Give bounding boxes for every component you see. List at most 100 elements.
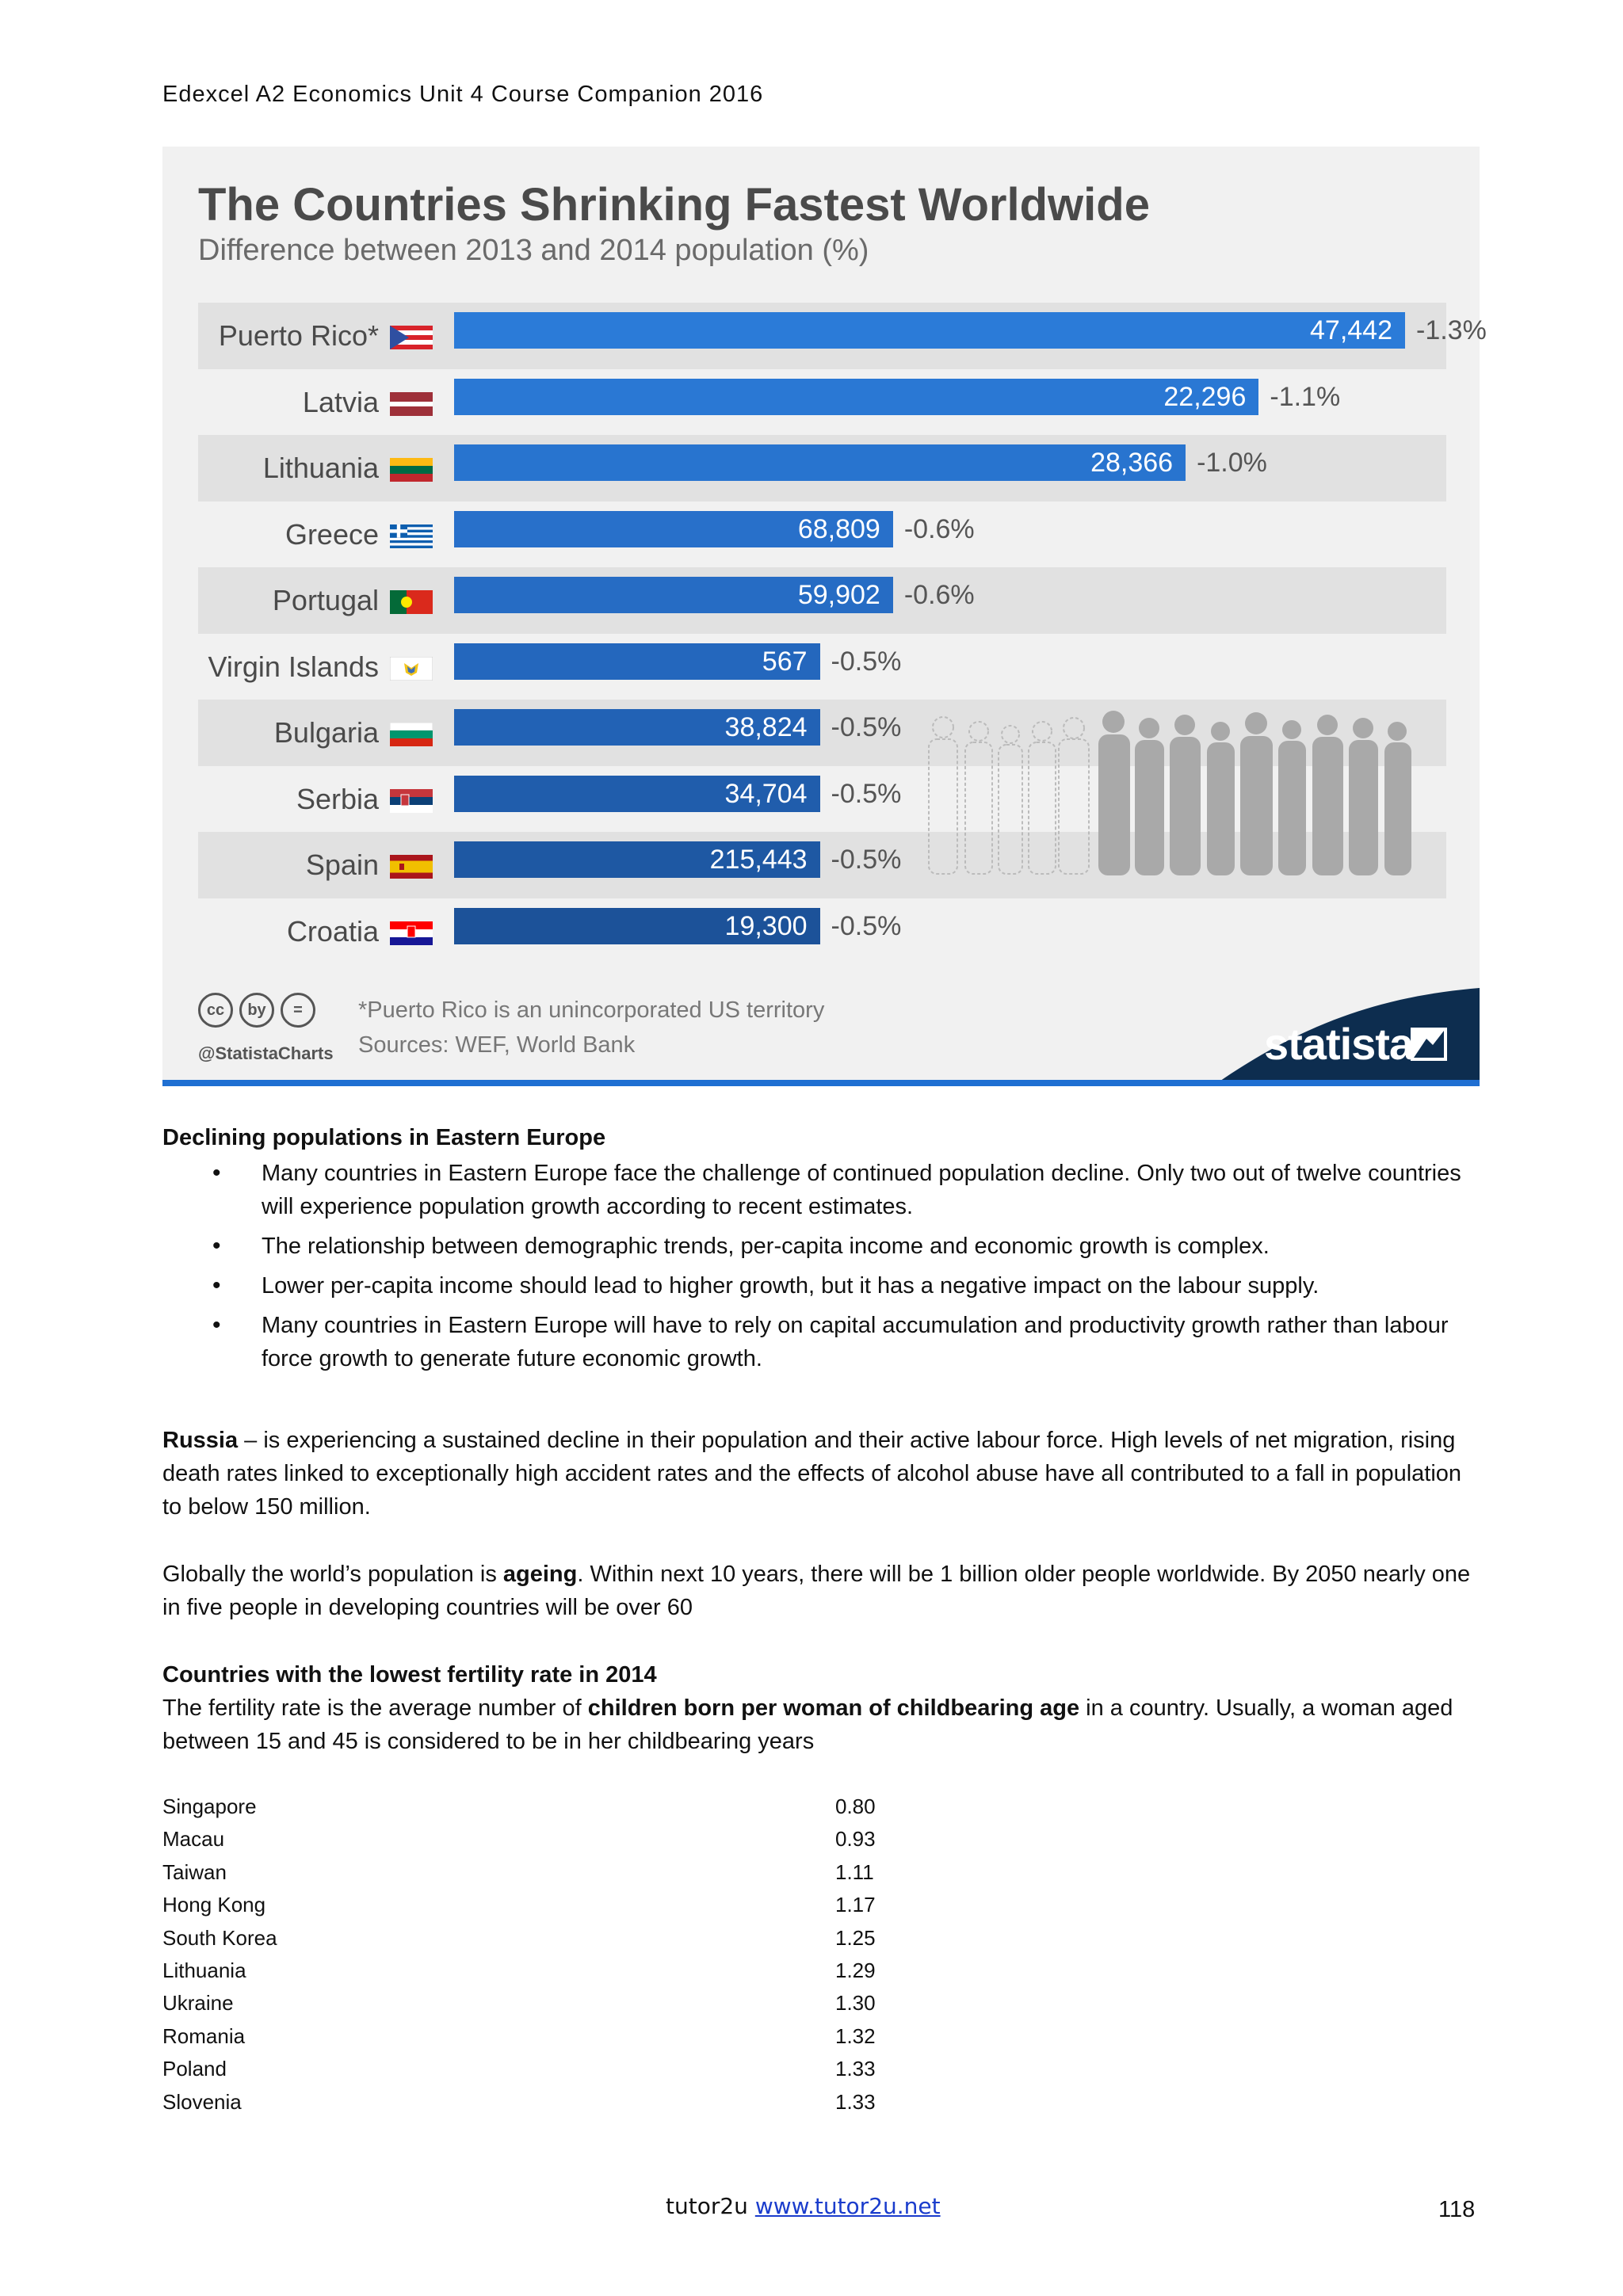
bar-count-label: 47,442 (1310, 315, 1392, 345)
fertility-definition: children born per woman of childbearing … (587, 1695, 1080, 1721)
fertility-rate: 1.11 (835, 1859, 874, 1884)
country-label: Bulgaria (273, 716, 379, 749)
country-flag-icon (390, 921, 433, 945)
brand-banner (1212, 988, 1480, 1086)
country-name: South Korea (162, 1925, 277, 1950)
country-name: Ukraine (162, 1991, 234, 2016)
country-flag-icon (390, 788, 433, 813)
country-name: Hong Kong (162, 1893, 266, 1917)
fertility-rate: 1.29 (835, 1958, 876, 1982)
list-item: Many countries in Eastern Europe face th… (162, 1157, 1478, 1223)
chart-row: Bulgaria 38,824 -0.5% (198, 700, 1446, 766)
chart-row: Virgin Islands 567 -0.5% (198, 634, 1446, 700)
chart-footnote: *Puerto Rico is an unincorporated US ter… (358, 997, 825, 1023)
bar: 22,296 (454, 378, 1259, 415)
bar-percent-label: -0.5% (831, 712, 902, 742)
fertility-rate: 0.80 (835, 1794, 876, 1818)
statista-handle: @StatistaCharts (198, 1043, 334, 1063)
fertility-rate: 1.33 (835, 2057, 876, 2081)
country-flag-icon (390, 855, 433, 879)
fertility-intro: The fertility rate is the average number… (162, 1691, 1478, 1758)
bar-percent-label: -1.0% (1197, 448, 1267, 478)
country-name: Poland (162, 2057, 227, 2081)
bar-count-label: 38,824 (724, 712, 808, 742)
bar-percent-label: -0.5% (831, 778, 902, 809)
country-name: Taiwan (162, 1859, 227, 1884)
bar: 38,824 (454, 709, 820, 746)
bar-chart: Puerto Rico* 47,442 -1.3% Latvia 22,296 -1.1%… (198, 303, 1487, 965)
country-flag-icon (390, 590, 433, 614)
ageing-paragraph: Globally the world’s population is agein… (162, 1558, 1478, 1624)
table-row: Slovenia 1.33 (162, 2086, 876, 2119)
country-label: Spain (305, 849, 379, 881)
footer-link[interactable]: www.tutor2u.net (754, 2193, 941, 2219)
ageing-text-start: Globally the world’s population is (162, 1562, 503, 1587)
table-row: Taiwan 1.11 (162, 1856, 876, 1889)
country-name: Macau (162, 1827, 225, 1852)
bar-count-label: 68,809 (797, 513, 880, 544)
country-label: Greece (285, 517, 379, 551)
country-label: Lithuania (262, 452, 379, 484)
bar-percent-label: -0.5% (831, 910, 902, 941)
statista-mark-icon (1411, 1028, 1447, 1061)
bullet-list: Many countries in Eastern Europe face th… (162, 1157, 1478, 1375)
bar-percent-label: -0.5% (831, 646, 902, 677)
bar: 567 (454, 643, 820, 680)
bar-percent-label: -0.6% (903, 513, 975, 544)
fertility-rate: 1.17 (835, 1893, 876, 1917)
list-item: The relationship between demographic tre… (162, 1230, 1478, 1263)
country-name: Romania (162, 2023, 246, 2048)
bar: 59,902 (454, 577, 893, 613)
bar-count-label: 28,366 (1090, 448, 1174, 478)
country-label: Virgin Islands (208, 650, 379, 683)
bar: 215,443 (454, 841, 820, 878)
chart-title: The Countries Shrinking Fastest Worldwid… (198, 179, 1150, 231)
fertility-intro-end: in a country. Usually, a woman aged betw… (162, 1695, 1453, 1754)
bar-count-label: 59,902 (797, 580, 880, 610)
country-label: Serbia (296, 782, 379, 815)
country-label: Puerto Rico* (218, 319, 379, 352)
course-title: Edexcel A2 Economics Unit 4 Course Compa… (162, 82, 764, 107)
creative-commons-icons: cc by = (198, 993, 315, 1028)
country-flag-icon (390, 723, 433, 746)
bar-count-label: 19,300 (724, 910, 808, 941)
section-heading-eastern-europe: Declining populations in Eastern Europe (162, 1125, 606, 1150)
bar: 19,300 (454, 907, 820, 944)
fertility-rate: 1.25 (835, 1925, 876, 1950)
statista-logo: statista (1264, 1019, 1414, 1069)
chart-sources: Sources: WEF, World Bank (358, 1032, 636, 1058)
bar: 28,366 (454, 444, 1186, 481)
chart-row: Spain 215,443 -0.5% (198, 832, 1446, 898)
country-flag-icon (390, 326, 433, 349)
chart-row: Greece 68,809 -0.6% (198, 502, 1446, 568)
bar-count-label: 215,443 (709, 845, 808, 875)
fertility-rate: 1.30 (835, 1991, 876, 2016)
chart-row: Serbia 34,704 -0.5% (198, 766, 1446, 833)
bar-percent-label: -1.1% (1270, 381, 1341, 412)
people-silhouette-icon (928, 711, 1411, 875)
blue-strip (162, 1080, 1480, 1086)
table-row: Lithuania 1.29 (162, 1955, 876, 1987)
page-number: 118 (1438, 2197, 1476, 2222)
country-label: Croatia (286, 914, 379, 948)
ageing-text-end: . Within next 10 years, there will be 1 … (162, 1562, 1471, 1620)
russia-text: – is experiencing a sustained decline in… (162, 1428, 1462, 1520)
country-label: Portugal (272, 584, 379, 616)
table-row: Singapore 0.80 (162, 1791, 876, 1823)
infographic-footer: cc by = @StatistaCharts *Puerto Rico is … (162, 988, 1480, 1086)
bar-percent-label: -0.5% (831, 845, 902, 875)
fertility-table: Singapore 0.80 Macau 0.93 Taiwan 1.11 Hong Kon… (162, 1791, 876, 2119)
table-row: Poland 1.33 (162, 2053, 876, 2085)
cc-icon: cc (198, 993, 233, 1028)
chart-row: Croatia 19,300 -0.5% (198, 898, 1446, 965)
russia-label: Russia (162, 1428, 239, 1453)
country-label: Latvia (302, 385, 379, 418)
table-row: Hong Kong 1.17 (162, 1889, 876, 1921)
fertility-heading: Countries with the lowest fertility rate… (162, 1662, 657, 1688)
table-row: South Korea 1.25 (162, 1922, 876, 1955)
chart-row: Portugal 59,902 -0.6% (198, 567, 1446, 634)
fertility-rate: 0.93 (835, 1827, 876, 1852)
bar: 34,704 (454, 775, 820, 812)
table-row: Romania 1.32 (162, 2020, 876, 2053)
country-flag-icon (390, 458, 433, 482)
